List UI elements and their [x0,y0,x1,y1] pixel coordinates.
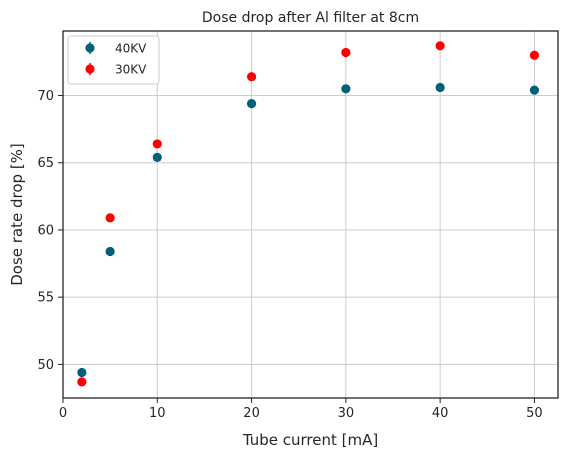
plot-frame [62,30,559,399]
x-tick-label: 20 [243,406,260,421]
axis-ticks: 0 10 20 30 40 50 50 55 60 65 70 [37,89,542,421]
data-point [105,246,115,257]
legend-label: 40KV [115,42,147,56]
legend-marker [85,43,95,53]
data-point [152,152,162,162]
y-tick-label: 55 [37,291,54,306]
legend-item: 30KV [85,63,147,77]
data-point [77,377,87,387]
x-tick-label: 30 [338,406,355,421]
data-point [246,72,257,82]
data-point [152,139,162,149]
x-axis-label: Tube current [mA] [242,431,378,449]
x-tick-label: 40 [432,406,449,421]
grid [62,31,558,398]
data-point [341,84,351,94]
data-points [77,41,540,387]
y-tick-label: 65 [37,156,54,171]
chart-title: Dose drop after Al filter at 8cm [202,10,419,26]
data-point [529,50,540,60]
data-point [77,367,87,378]
series-30KV [77,41,540,387]
y-axis-label: Dose rate drop [%] [8,143,26,286]
data-point [246,98,257,109]
y-tick-label: 60 [37,223,54,238]
x-tick-label: 50 [526,406,543,421]
x-tick-label: 10 [149,406,166,421]
data-point [341,47,351,58]
x-tick-label: 0 [59,406,67,421]
data-point [105,213,115,223]
y-tick-label: 50 [37,358,54,373]
series-40KV [77,82,540,378]
legend-marker [85,64,95,74]
data-point [435,82,445,93]
legend-label: 30KV [115,63,147,77]
y-tick-label: 70 [37,89,54,104]
legend: 40KV 30KV [67,35,160,85]
data-point [529,85,540,95]
data-point [435,41,445,51]
legend-item: 40KV [85,42,147,56]
